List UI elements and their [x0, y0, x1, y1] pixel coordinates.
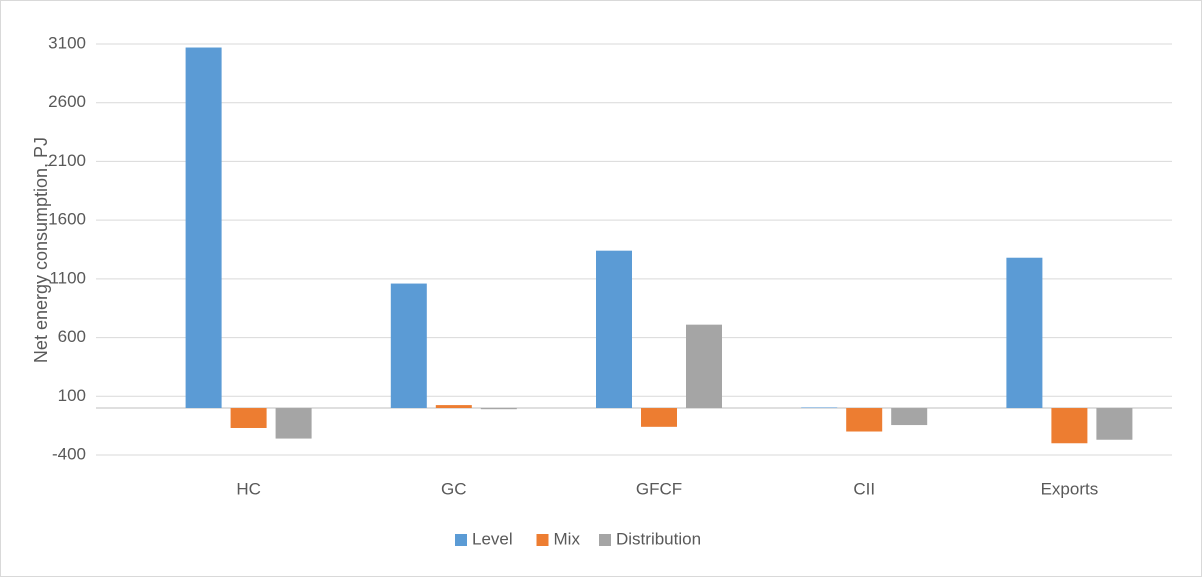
legend-swatch: [536, 534, 549, 546]
bar: [1006, 257, 1043, 409]
legend-label: Mix: [554, 529, 581, 548]
bar: [801, 407, 838, 409]
y-tick-label: -400: [52, 444, 86, 463]
legend-swatch: [599, 534, 611, 546]
bar: [1096, 408, 1133, 440]
bar: [390, 283, 427, 409]
y-axis-label: Net energy consumption, PJ: [31, 137, 51, 363]
bar: [596, 250, 632, 409]
legend-label: Level: [472, 529, 513, 548]
y-tick-label: 100: [58, 386, 86, 405]
y-tick-label: 3100: [48, 33, 86, 52]
bar: [641, 408, 677, 427]
x-tick-label: CII: [853, 479, 875, 498]
legend-label: Distribution: [616, 529, 701, 548]
bar: [185, 47, 222, 409]
bar: [846, 408, 883, 432]
bar: [480, 408, 517, 410]
y-tick-label: 1600: [48, 210, 86, 229]
bar: [891, 408, 928, 426]
bar: [435, 405, 472, 409]
y-tick-label: 2600: [48, 92, 86, 111]
y-tick-label: 600: [58, 327, 86, 346]
x-tick-label: GC: [441, 479, 467, 498]
bar: [686, 324, 722, 409]
x-tick-label: GFCF: [636, 479, 682, 498]
legend-swatch: [455, 534, 467, 546]
y-tick-label: 1100: [49, 268, 86, 287]
x-tick-label: HC: [236, 479, 261, 498]
bar: [275, 408, 312, 439]
bar: [230, 408, 267, 428]
y-tick-label: 2100: [48, 151, 86, 170]
x-tick-label: Exports: [1041, 479, 1099, 498]
bar: [1051, 408, 1088, 444]
